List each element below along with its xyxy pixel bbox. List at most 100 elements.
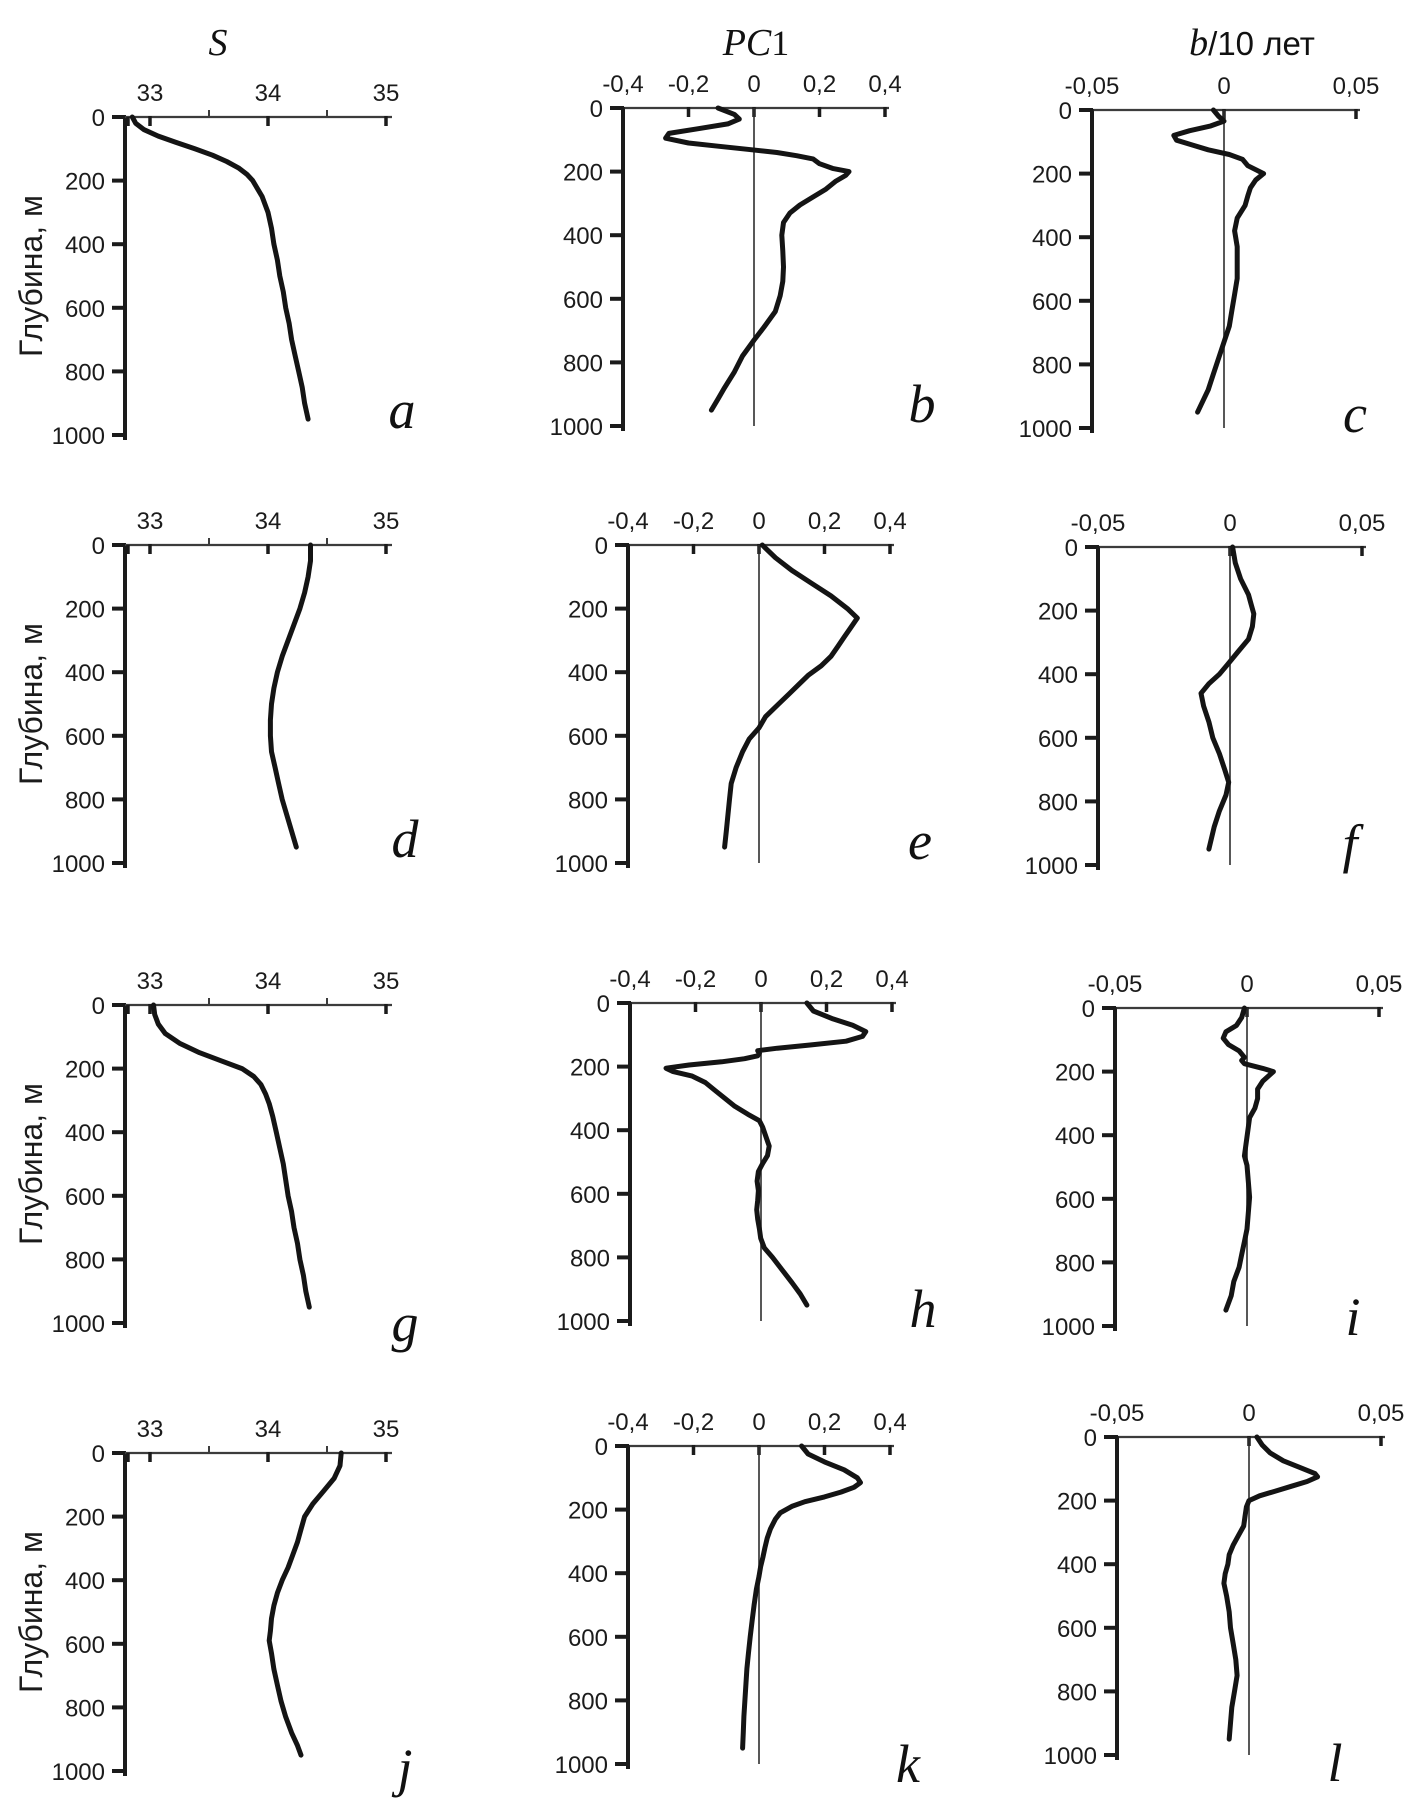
panel-i-x-tick-label-0: -0,05 <box>1088 971 1143 998</box>
panel-j-depth-tick-label-0: 0 <box>92 1441 105 1468</box>
panel-h-x-tick-label-2: 0 <box>754 966 767 993</box>
panel-c-depth-tick-label-200: 200 <box>1032 162 1072 189</box>
panel-f-depth-tick-label-600: 600 <box>1038 726 1078 753</box>
panel-f-x-tick-label-2: 0,05 <box>1339 510 1386 537</box>
column-title-PC1-part-0: PC <box>722 22 772 64</box>
panel-g-depth-tick-label-0: 0 <box>92 993 105 1020</box>
panel-h-depth-tick-label-1000: 1000 <box>557 1309 610 1336</box>
panel-h-depth-tick-label-200: 200 <box>570 1055 610 1082</box>
panel-e-letter: e <box>908 811 932 871</box>
panel-b-depth-tick-label-400: 400 <box>563 223 603 250</box>
panel-k: 0 200 400 600 800 1000 -0,4 -0,2 0 0,2 0,4 k <box>555 1409 921 1794</box>
panel-f-profile-curve <box>1198 544 1257 852</box>
panel-g-depth-tick-label-600: 600 <box>65 1184 105 1211</box>
panel-i-x-tick-label-1: 0 <box>1240 971 1253 998</box>
panel-l-depth-tick-label-600: 600 <box>1057 1616 1097 1643</box>
panel-e-x-tick-label-3: 0,2 <box>808 508 841 535</box>
panel-g: 0 200 400 600 800 1000 33 34 35 g Глубина, м <box>13 968 419 1353</box>
panel-j: 0 200 400 600 800 1000 33 34 35 j Глубина, м <box>13 1416 413 1798</box>
column-title-b10-part-1: /10 лет <box>1208 25 1315 62</box>
panel-h-depth-tick-label-800: 800 <box>570 1245 610 1272</box>
panel-h: 0 200 400 600 800 1000 -0,4 -0,2 0 0,2 0,4 h <box>557 966 937 1339</box>
panel-j-x-tick-label-0: 33 <box>137 1416 164 1443</box>
panel-h-x-tick-label-4: 0,4 <box>875 966 908 993</box>
panel-h-depth-tick-label-0: 0 <box>597 991 610 1018</box>
panel-f-depth-tick-label-800: 800 <box>1038 789 1078 816</box>
panel-f-depth-tick-label-200: 200 <box>1038 599 1078 626</box>
panel-k-depth-tick-label-200: 200 <box>568 1498 608 1525</box>
panel-d-depth-tick-label-200: 200 <box>65 597 105 624</box>
panel-a-depth-tick-label-200: 200 <box>65 169 105 196</box>
panel-k-x-tick-label-1: -0,2 <box>673 1409 714 1436</box>
panel-a-depth-tick-label-400: 400 <box>65 232 105 259</box>
panel-k-x-tick-label-4: 0,4 <box>873 1409 906 1436</box>
panel-d-depth-tick-label-1000: 1000 <box>52 851 105 878</box>
panel-h-x-tick-label-1: -0,2 <box>675 966 716 993</box>
panel-g-profile-curve <box>151 1002 312 1310</box>
panel-f-depth-tick-label-1000: 1000 <box>1025 853 1078 880</box>
panel-a-x-tick-label-0: 33 <box>137 80 164 107</box>
panel-f-x-tick-label-0: -0,05 <box>1071 510 1126 537</box>
column-title-b10: b/10 лет <box>1189 22 1315 64</box>
panel-c-x-tick-label-0: -0,05 <box>1065 73 1120 100</box>
panel-g-depth-tick-label-1000: 1000 <box>52 1311 105 1338</box>
panel-b-x-tick-label-3: 0,2 <box>803 71 836 98</box>
panel-g-depth-tick-label-800: 800 <box>65 1247 105 1274</box>
panel-d: 0 200 400 600 800 1000 33 34 35 d Глубина, м <box>13 508 420 878</box>
panel-d-profile-curve <box>267 542 313 850</box>
y-axis-label-row-3: Глубина, м <box>13 1531 49 1693</box>
panel-e-depth-tick-label-800: 800 <box>568 787 608 814</box>
panel-j-x-tick-label-2: 35 <box>373 1416 400 1443</box>
panel-a: 0 200 400 600 800 1000 33 34 35 a Глубина, м <box>13 80 416 450</box>
panel-k-profile-curve <box>740 1443 863 1751</box>
panel-e: 0 200 400 600 800 1000 -0,4 -0,2 0 0,2 0,4 e <box>555 508 932 878</box>
panel-g-x-tick-label-2: 35 <box>373 968 400 995</box>
panel-j-depth-tick-label-600: 600 <box>65 1632 105 1659</box>
panel-b-x-tick-label-0: -0,4 <box>602 71 643 98</box>
panel-d-letter: d <box>392 809 420 869</box>
panel-h-profile-curve <box>663 1000 869 1308</box>
panel-k-x-tick-label-3: 0,2 <box>808 1409 841 1436</box>
panel-c-depth-tick-label-600: 600 <box>1032 289 1072 316</box>
panel-g-depth-tick-label-400: 400 <box>65 1120 105 1147</box>
panel-j-depth-tick-label-1000: 1000 <box>52 1759 105 1786</box>
panel-h-depth-tick-label-600: 600 <box>570 1182 610 1209</box>
panel-c-depth-tick-label-400: 400 <box>1032 225 1072 252</box>
panel-b-x-tick-label-1: -0,2 <box>668 71 709 98</box>
panel-l-depth-tick-label-800: 800 <box>1057 1679 1097 1706</box>
column-title-PC1-part-1: 1 <box>771 23 789 63</box>
panel-j-x-tick-label-1: 34 <box>255 1416 282 1443</box>
panel-f-depth-tick-label-0: 0 <box>1065 535 1078 562</box>
panel-i-x-tick-label-2: 0,05 <box>1356 971 1403 998</box>
panel-f-depth-tick-label-400: 400 <box>1038 662 1078 689</box>
panel-e-depth-tick-label-0: 0 <box>595 533 608 560</box>
panel-g-letter: g <box>392 1293 419 1353</box>
panel-g-x-tick-label-1: 34 <box>255 968 282 995</box>
y-axis-label-row-0: Глубина, м <box>13 195 49 357</box>
panel-c-x-tick-label-2: 0,05 <box>1333 73 1380 100</box>
panel-l-x-tick-label-2: 0,05 <box>1358 1400 1405 1427</box>
panel-b-depth-tick-label-1000: 1000 <box>550 414 603 441</box>
panel-b-depth-tick-label-0: 0 <box>590 96 603 123</box>
panel-i-depth-tick-label-800: 800 <box>1055 1250 1095 1277</box>
panel-c-profile-curve <box>1171 107 1267 415</box>
panel-c-letter: c <box>1343 384 1367 444</box>
panel-e-x-tick-label-4: 0,4 <box>873 508 906 535</box>
column-title-S: S <box>209 22 228 64</box>
panel-h-x-tick-label-0: -0,4 <box>609 966 650 993</box>
y-axis-label-row-1: Глубина, м <box>13 623 49 785</box>
panel-l-depth-tick-label-400: 400 <box>1057 1552 1097 1579</box>
panel-k-depth-tick-label-1000: 1000 <box>555 1752 608 1779</box>
panel-l-depth-tick-label-1000: 1000 <box>1044 1743 1097 1770</box>
panel-l-x-tick-label-0: -0,05 <box>1090 1400 1145 1427</box>
y-axis-label-row-2: Глубина, м <box>13 1083 49 1245</box>
panel-i-depth-tick-label-600: 600 <box>1055 1187 1095 1214</box>
panel-j-depth-tick-label-200: 200 <box>65 1505 105 1532</box>
panel-b: 0 200 400 600 800 1000 -0,4 -0,2 0 0,2 0,4 b <box>550 71 936 441</box>
panel-c-x-tick-label-1: 0 <box>1217 73 1230 100</box>
panel-e-profile-curve <box>722 542 860 850</box>
panel-d-depth-tick-label-0: 0 <box>92 533 105 560</box>
panel-k-x-tick-label-2: 0 <box>752 1409 765 1436</box>
panel-i-depth-tick-label-200: 200 <box>1055 1060 1095 1087</box>
